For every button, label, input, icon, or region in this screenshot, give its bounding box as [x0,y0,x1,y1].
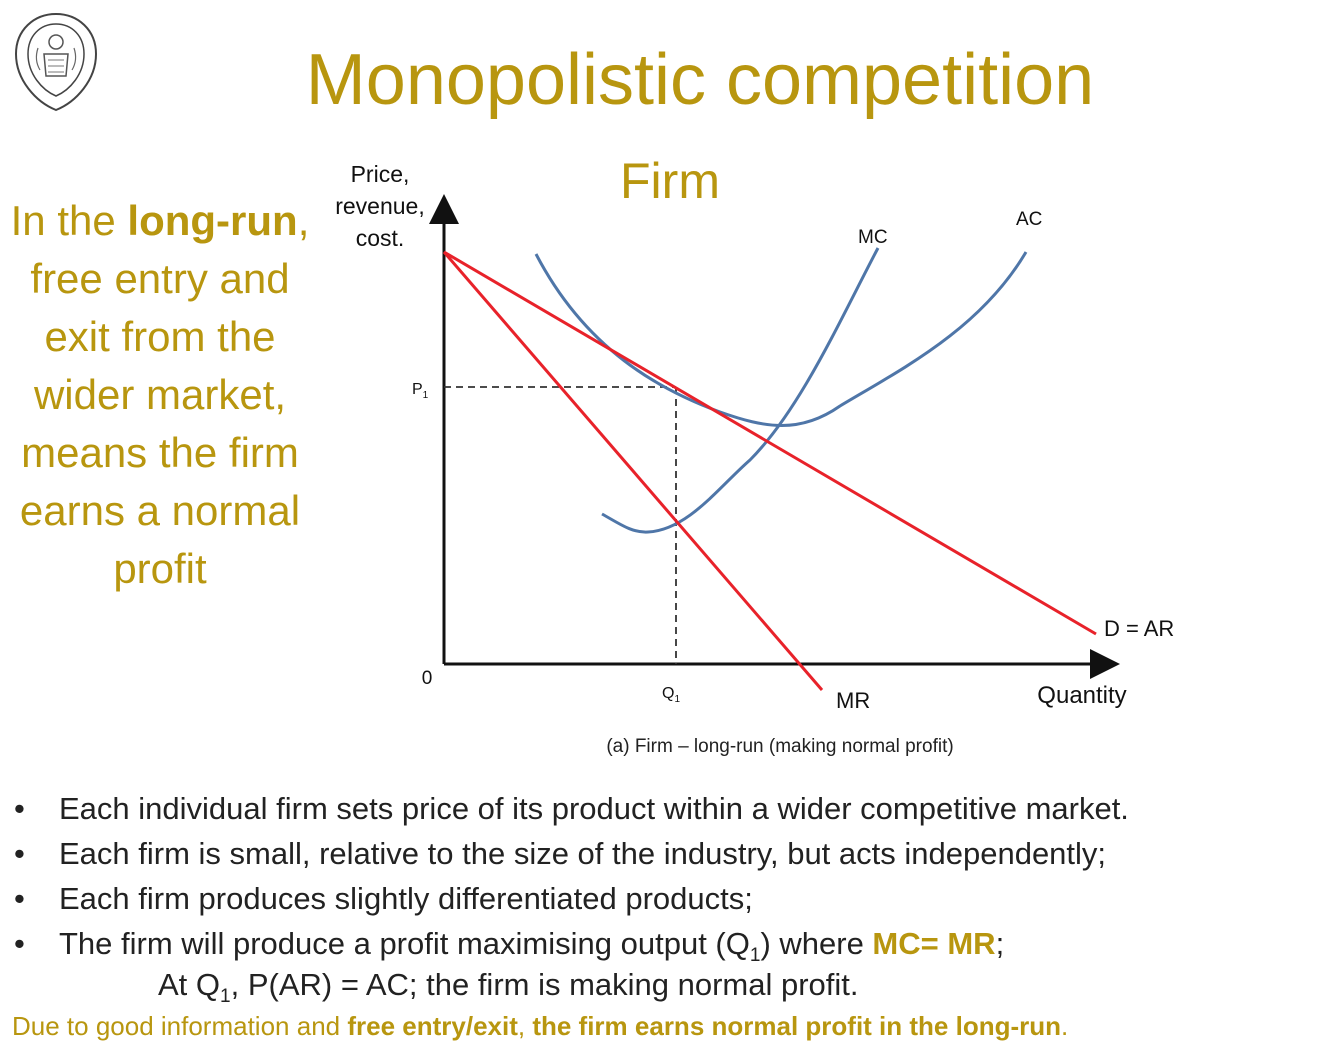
mr-curve-label: MR [836,688,870,713]
p1-subscript: 1 [423,390,429,401]
side-text-part-1: In the [10,197,128,244]
footer-part-2: , [517,1011,533,1041]
origin-label: 0 [422,668,433,689]
slide-title: Monopolistic competition [305,40,1095,120]
conclusion-line: At Q1, P(AR) = AC; the firm is making no… [158,962,859,1019]
diagram-subtitle: Firm [620,153,720,209]
demand-curve-label: D = AR [1104,616,1174,641]
diagram-caption: (a) Firm – long-run (making normal profi… [606,736,954,757]
x-axis-label: Quantity [1037,682,1126,709]
footer-summary: Due to good information and free entry/e… [12,1006,1068,1046]
side-text-bold: long-run [127,197,298,244]
mc-curve-label: MC [858,227,888,248]
bullet-item: The firm will produce a profit maximisin… [14,921,1324,966]
conclusion-post: , P(AR) = AC; the firm is making normal … [230,967,859,1002]
bullet-item: Each individual firm sets price of its p… [14,786,1324,831]
q1-label: Q1 [662,685,680,705]
bullet-item: Each firm produces slightly differentiat… [14,876,1324,921]
bullet-4-post: ; [995,926,1005,961]
y-axis-label-line-3: cost. [356,225,405,251]
conclusion-subscript: 1 [220,986,231,1008]
mc-curve [601,247,880,534]
y-axis-label-line-2: revenue, [335,193,425,219]
footer-part-1: Due to good information and [12,1011,348,1041]
p1-label: P1 [412,381,429,401]
footer-bold-2: the firm earns normal profit in the long… [532,1011,1062,1041]
bullet-item: Each firm is small, relative to the size… [14,831,1324,876]
footer-part-3: . [1061,1011,1069,1041]
mr-line [442,251,824,691]
demand-ar-line [443,250,1097,636]
conclusion-pre: At Q [158,967,221,1002]
q1-subscript: 1 [674,694,680,705]
ac-curve [534,251,1028,427]
q1-letter: Q [662,685,674,702]
bullet-4-highlight: MC= MR [872,926,996,961]
y-axis-label-line-1: Price, [351,161,410,187]
bullet-4-mid: ) where [760,926,873,961]
p1-letter: P [412,381,423,398]
bullet-4-pre: The firm will produce a profit maximisin… [59,926,750,961]
side-text-part-2: , free entry and exit from the wider mar… [19,197,310,592]
school-crest-logo [14,12,98,112]
side-explanation: In the long-run, free entry and exit fro… [10,192,310,598]
footer-bold-1: free entry/exit [347,1011,518,1041]
bullet-4-subscript: 1 [749,945,761,967]
ac-curve-label: AC [1016,209,1042,230]
bullet-list: Each individual firm sets price of its p… [14,786,1324,966]
